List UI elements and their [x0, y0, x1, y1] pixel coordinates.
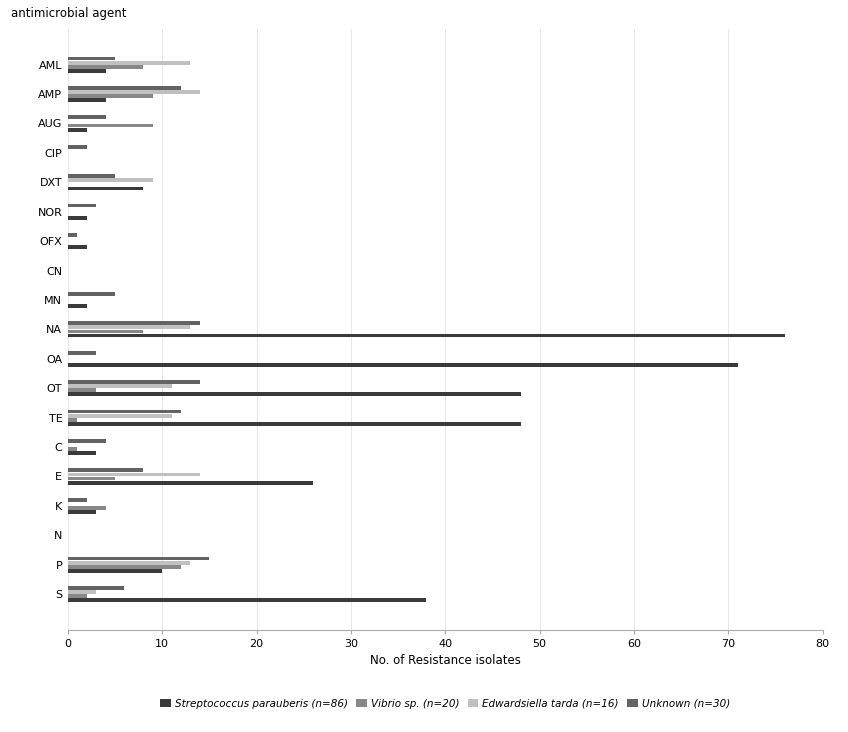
- Bar: [68, 599, 427, 602]
- Bar: [68, 569, 162, 573]
- Bar: [68, 418, 77, 422]
- Bar: [68, 565, 181, 569]
- Bar: [68, 556, 209, 561]
- Bar: [68, 590, 96, 594]
- Bar: [68, 216, 86, 220]
- Bar: [68, 468, 143, 472]
- Bar: [68, 326, 191, 329]
- Bar: [68, 334, 784, 337]
- Bar: [68, 61, 191, 64]
- Bar: [68, 439, 105, 443]
- Bar: [68, 447, 77, 451]
- Bar: [68, 422, 521, 426]
- Bar: [68, 98, 105, 102]
- Bar: [68, 392, 521, 396]
- Bar: [68, 452, 96, 455]
- Bar: [68, 203, 96, 207]
- Bar: [68, 594, 86, 598]
- Bar: [68, 389, 96, 392]
- Bar: [68, 380, 200, 384]
- Bar: [68, 410, 181, 414]
- Bar: [68, 65, 143, 69]
- Bar: [68, 477, 115, 480]
- Bar: [68, 124, 153, 127]
- X-axis label: No. of Resistance isolates: No. of Resistance isolates: [370, 654, 521, 667]
- Bar: [68, 233, 77, 237]
- Bar: [68, 56, 115, 60]
- Text: antimicrobial agent: antimicrobial agent: [11, 7, 126, 20]
- Bar: [68, 384, 171, 388]
- Bar: [68, 305, 86, 308]
- Bar: [68, 561, 191, 564]
- Bar: [68, 145, 86, 149]
- Bar: [68, 321, 200, 325]
- Bar: [68, 498, 86, 501]
- Bar: [68, 414, 171, 417]
- Bar: [68, 351, 96, 354]
- Bar: [68, 94, 153, 98]
- Bar: [68, 292, 115, 296]
- Bar: [68, 174, 115, 178]
- Bar: [68, 86, 181, 90]
- Bar: [68, 245, 86, 249]
- Bar: [68, 329, 143, 333]
- Bar: [68, 116, 105, 119]
- Bar: [68, 179, 153, 182]
- Bar: [68, 586, 125, 590]
- Bar: [68, 187, 143, 190]
- Bar: [68, 363, 738, 367]
- Bar: [68, 506, 105, 510]
- Bar: [68, 90, 200, 94]
- Bar: [68, 473, 200, 477]
- Bar: [68, 481, 313, 485]
- Bar: [68, 510, 96, 514]
- Bar: [68, 69, 105, 72]
- Bar: [68, 128, 86, 132]
- Legend: Streptococcus parauberis (n=86), Vibrio sp. (n=20), Edwardsiella tarda (n=16), U: Streptococcus parauberis (n=86), Vibrio …: [156, 695, 734, 713]
